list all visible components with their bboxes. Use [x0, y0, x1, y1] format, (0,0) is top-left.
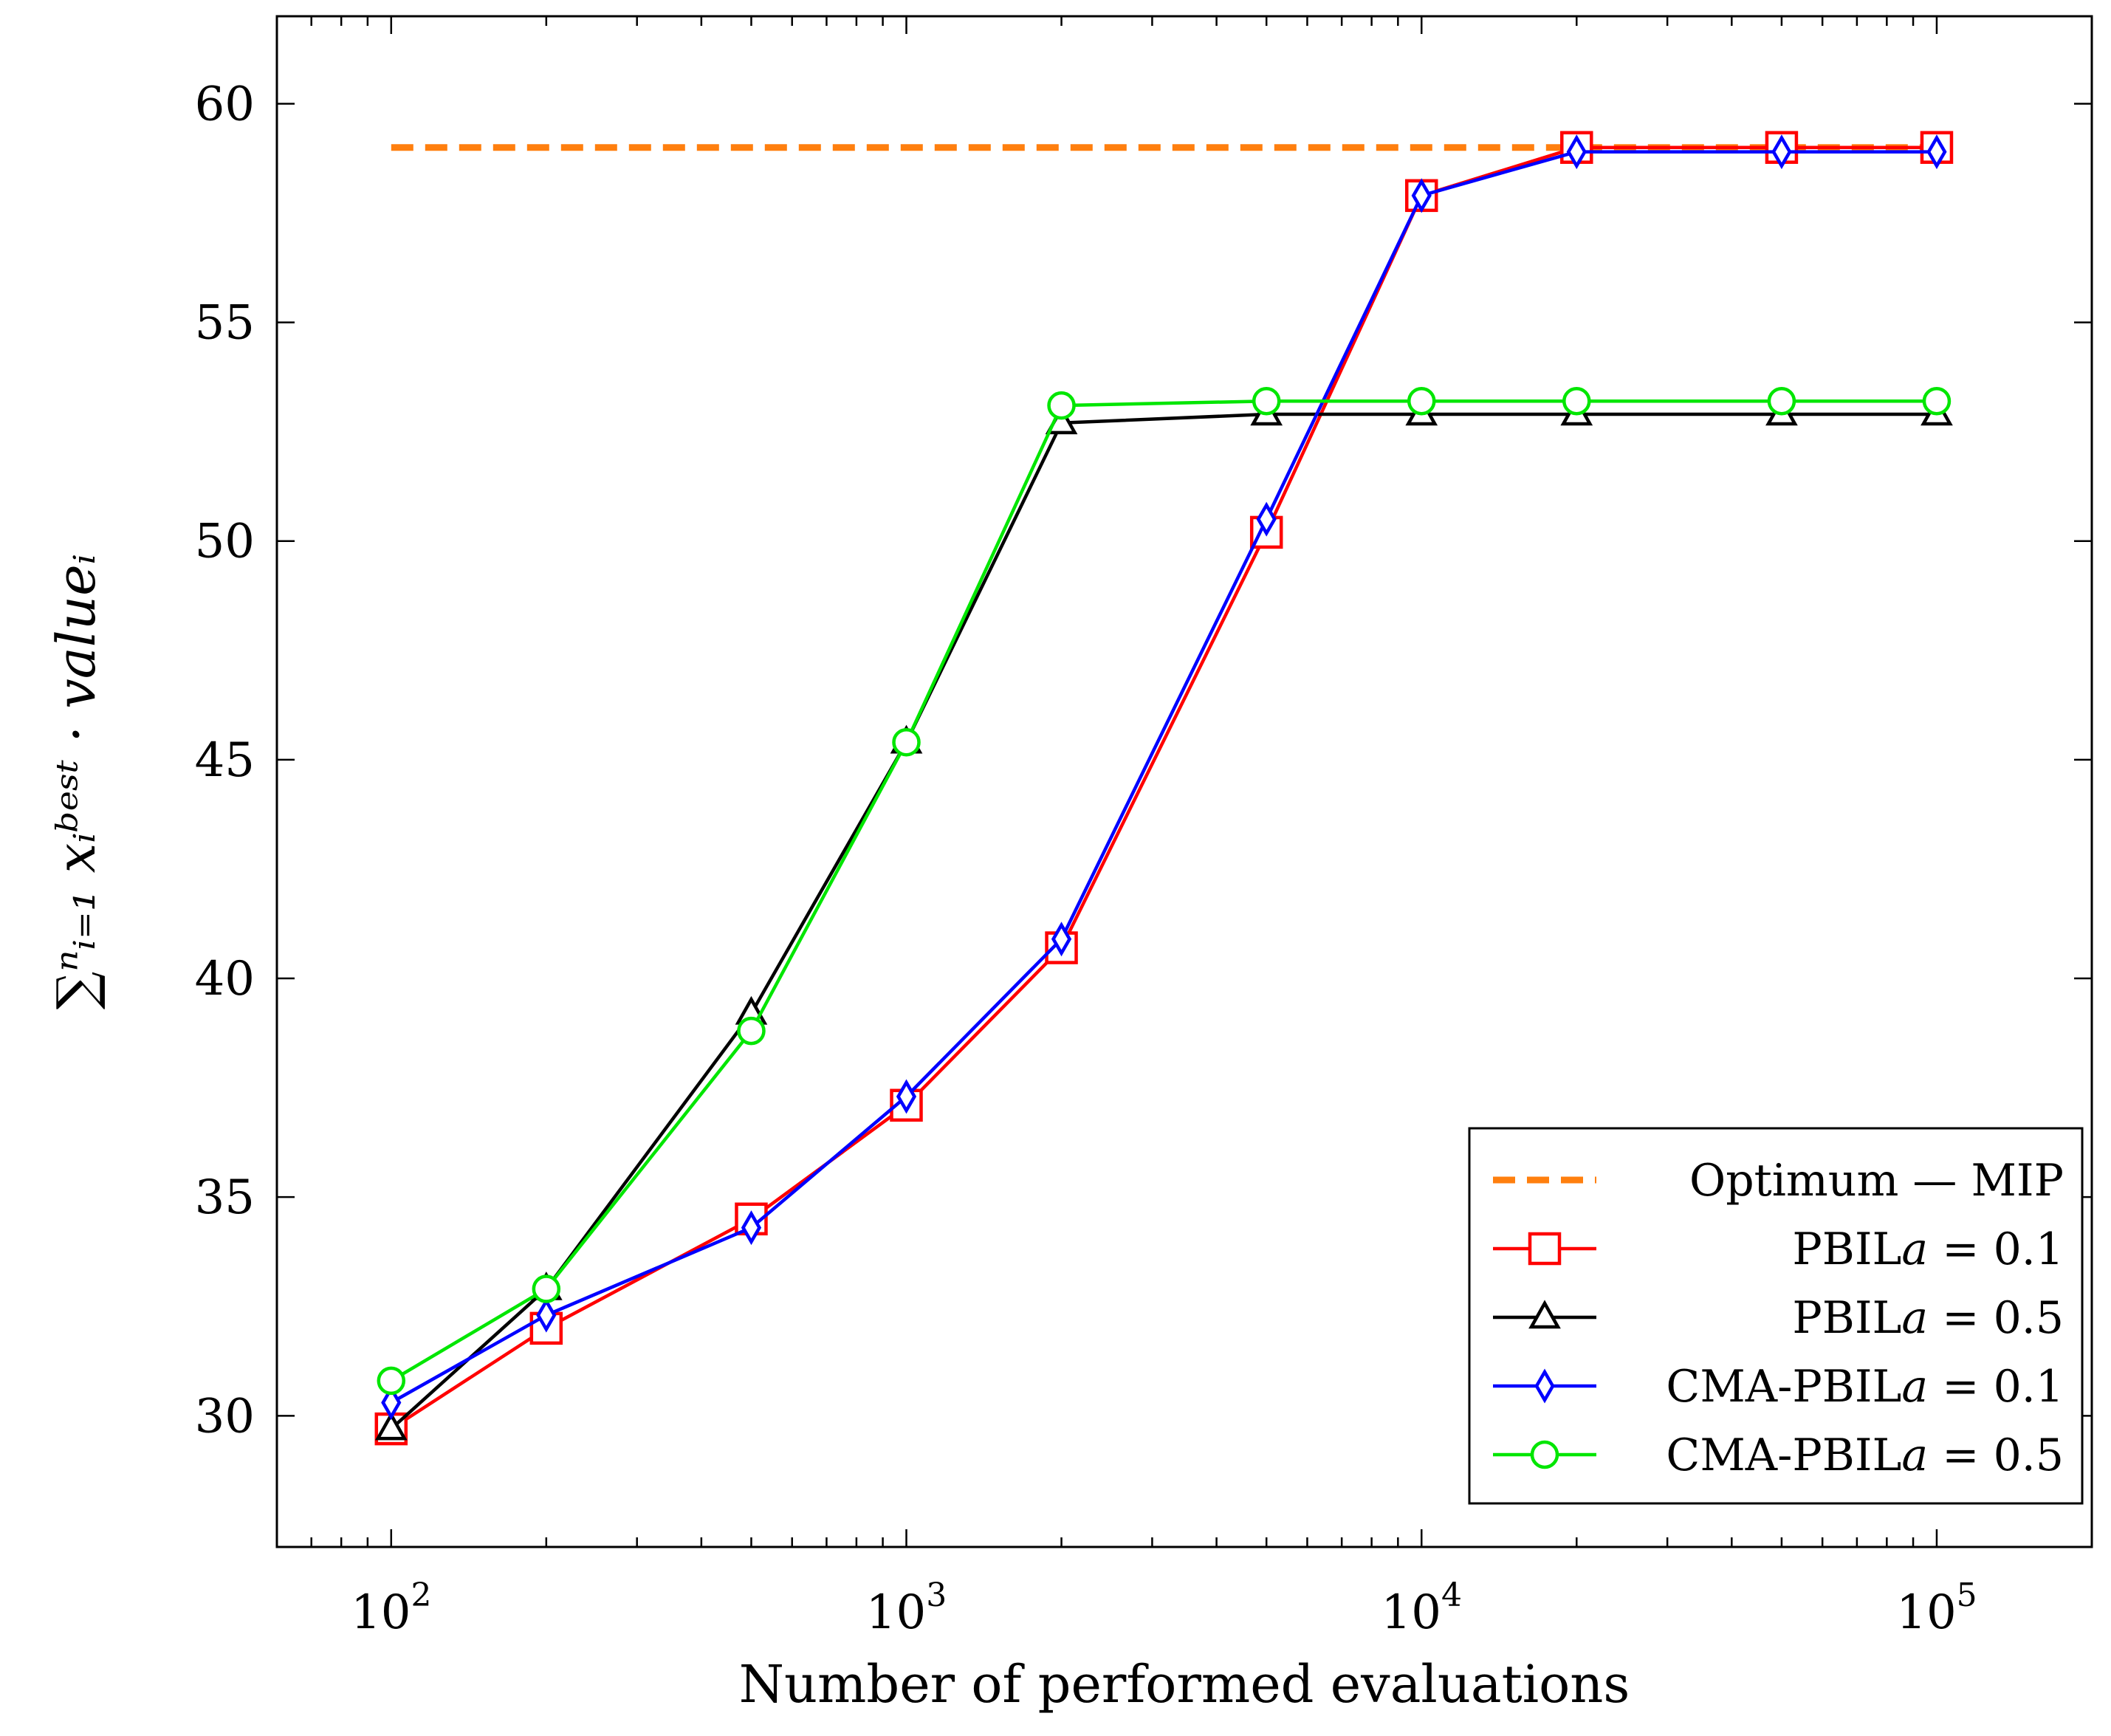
legend: Optimum — MIP PBILa = 0.1 PBILa = 0.5 CMA-P…: [1468, 1127, 2084, 1505]
x-tick-label: 105: [1896, 1577, 1977, 1640]
axes-frame-layer: [275, 15, 2093, 1548]
data-point: [1047, 391, 1076, 420]
data-point: [374, 1411, 408, 1441]
data-point: [737, 1016, 766, 1046]
data-point: [532, 1274, 561, 1303]
legend-swatch-marker: [1528, 1232, 1562, 1266]
data-point: [1562, 386, 1591, 416]
y-tick-label: 45: [195, 733, 255, 788]
series-layer: [374, 131, 1954, 1446]
legend-item: PBILa = 0.5: [1493, 1292, 2064, 1344]
x-tick-label: 102: [351, 1577, 431, 1640]
data-point: [896, 1079, 917, 1114]
data-point: [1926, 134, 1947, 170]
legend-label: PBILa = 0.1: [1792, 1224, 2064, 1275]
data-point: [1051, 922, 1072, 957]
legend-label: Optimum — MIP: [1689, 1155, 2064, 1207]
legend-item: PBILa = 0.1: [1493, 1224, 2064, 1275]
series-line: [390, 150, 1937, 1404]
y-tick-label: 35: [195, 1170, 255, 1225]
y-tick-label: 30: [195, 1389, 255, 1444]
data-point: [1771, 134, 1792, 170]
series-line: [390, 145, 1937, 1430]
y-tick-label: 40: [195, 952, 255, 1006]
y-tick-label: 50: [195, 515, 255, 569]
series-line: [390, 399, 1937, 1382]
data-point: [741, 1210, 762, 1246]
legend-item: Optimum — MIP: [1493, 1155, 2064, 1207]
legend-swatch-marker: [1530, 1440, 1559, 1469]
plot-frame: [275, 15, 2093, 1548]
data-point: [1256, 501, 1277, 537]
data-point: [1407, 386, 1436, 416]
data-point: [377, 1366, 406, 1396]
data-point: [1252, 386, 1281, 416]
x-axis-label: Number of performed evaluations: [739, 1654, 1630, 1715]
legend-item: CMA-PBILa = 0.5: [1493, 1430, 2064, 1481]
legend-swatch-marker: [1528, 1300, 1561, 1329]
data-point: [1767, 386, 1796, 416]
y-tick-label: 55: [195, 296, 255, 351]
data-point: [1922, 386, 1952, 416]
legend-item: CMA-PBILa = 0.1: [1493, 1361, 2064, 1413]
x-tick-label: 103: [866, 1577, 947, 1640]
legend-swatch-marker: [1534, 1368, 1555, 1404]
data-point: [892, 727, 921, 757]
series-4: [377, 386, 1952, 1396]
data-point: [381, 1385, 402, 1421]
legend-label: PBILa = 0.5: [1792, 1292, 2064, 1344]
legend-label: CMA-PBILa = 0.1: [1666, 1361, 2064, 1413]
data-point: [1566, 134, 1587, 170]
series-3: [381, 134, 1947, 1421]
tick-labels-layer: 30 35 40 45 50 55 60 102 103 104 105: [195, 77, 1977, 1640]
y-tick-label: 60: [195, 77, 255, 131]
series-line: [390, 412, 1937, 1430]
y-axis-label: ∑ⁿᵢ₌₁ xᵢᵇᵉˢᵗ · valueᵢ: [45, 554, 107, 1009]
legend-label: CMA-PBILa = 0.5: [1666, 1430, 2064, 1481]
data-point: [536, 1297, 557, 1333]
x-tick-label: 104: [1381, 1577, 1462, 1640]
data-point: [1411, 178, 1432, 213]
